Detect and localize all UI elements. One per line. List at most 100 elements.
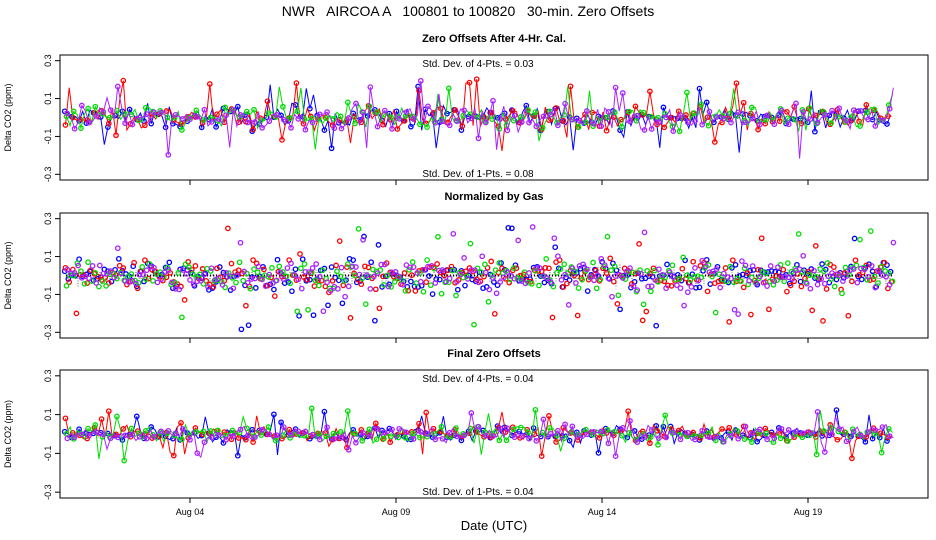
series-point: [309, 265, 316, 271]
series-point: [738, 278, 744, 285]
series-point: [302, 126, 309, 133]
series-point: [598, 123, 605, 130]
series-point: [201, 106, 208, 113]
chart-panel-1: Zero Offsets After 4-Hr. Cal. Delta CO2 (…: [3, 33, 929, 185]
series-point: [287, 115, 293, 122]
series-point: [619, 275, 626, 281]
series-point: [294, 108, 301, 115]
series-point: [106, 271, 113, 278]
series-point: [330, 430, 337, 437]
series-point: [392, 269, 399, 275]
series-point: [857, 123, 863, 129]
series-point: [526, 270, 532, 276]
series-point: [575, 285, 582, 291]
series-point: [726, 424, 733, 431]
series-point: [698, 101, 705, 108]
series-point: [632, 103, 639, 110]
series-point: [479, 253, 486, 260]
series-point: [869, 268, 876, 275]
series-point: [86, 119, 92, 126]
series-point: [683, 112, 689, 118]
series-point: [391, 279, 398, 285]
series-line: [66, 86, 893, 150]
series-point: [345, 446, 352, 453]
series-point: [244, 432, 251, 439]
series-point: [574, 312, 581, 319]
series-point: [843, 117, 850, 124]
series-point: [552, 244, 559, 251]
series-point: [235, 267, 242, 274]
series-point: [482, 269, 489, 276]
series-point: [515, 237, 522, 244]
series-point: [704, 288, 711, 295]
series-point: [784, 438, 791, 444]
series-point: [872, 123, 879, 129]
series-point: [514, 275, 521, 281]
series-point: [603, 270, 610, 276]
series-point: [120, 77, 127, 84]
series-point: [251, 266, 257, 272]
series-point: [93, 280, 100, 286]
series-point: [331, 436, 338, 442]
series-point: [850, 266, 857, 272]
series-point: [250, 439, 256, 445]
series-point: [158, 428, 164, 435]
series-point: [748, 104, 755, 111]
series-point: [208, 434, 215, 441]
series-point: [63, 113, 70, 120]
series-point: [656, 266, 662, 273]
series-point: [64, 110, 71, 117]
series-point: [797, 278, 804, 285]
series-point: [163, 274, 170, 281]
y-tick-label: -0.3: [43, 167, 53, 183]
series-point: [706, 269, 713, 276]
series-point: [557, 266, 564, 272]
series-point: [92, 270, 99, 276]
series-point: [300, 274, 307, 280]
series-point: [89, 263, 96, 269]
series-point: [843, 438, 850, 445]
series-point: [814, 281, 821, 288]
series-point: [453, 292, 459, 299]
series-point: [298, 285, 305, 292]
series-point: [171, 279, 178, 286]
series-point: [842, 429, 849, 436]
series-point: [243, 302, 249, 309]
series-point: [540, 416, 547, 423]
series-point: [409, 259, 416, 265]
series-point: [367, 286, 374, 292]
series-point: [742, 119, 749, 126]
series-point: [865, 273, 871, 280]
series-point: [100, 270, 107, 277]
series-point: [758, 235, 765, 242]
series-point: [886, 433, 893, 440]
series-point: [234, 272, 240, 279]
series-point: [380, 121, 386, 128]
series-point: [410, 436, 417, 442]
series-point: [806, 432, 813, 439]
series-point: [334, 268, 340, 275]
series-point: [547, 279, 554, 286]
series-point: [316, 273, 323, 280]
series-point: [336, 238, 343, 244]
series-point: [367, 84, 374, 90]
series-point: [302, 268, 309, 275]
series-point: [107, 435, 114, 442]
series-point: [640, 301, 647, 308]
series-point: [417, 77, 424, 84]
series-point: [839, 290, 845, 297]
series-point: [339, 300, 346, 307]
series-point: [237, 239, 244, 246]
series-point: [869, 435, 876, 442]
series-point: [806, 105, 813, 111]
series-point: [213, 124, 219, 130]
series-point: [561, 261, 568, 268]
series-point: [522, 280, 529, 287]
series-point: [292, 102, 299, 108]
series-point: [757, 426, 763, 433]
series-point: [560, 284, 567, 290]
series-point: [148, 120, 155, 127]
chart-panel-2: Normalized by Gas Delta CO2 (ppm) 0.3 0.1 -0…: [3, 191, 929, 343]
series-point: [640, 109, 647, 116]
series-point: [645, 283, 651, 290]
